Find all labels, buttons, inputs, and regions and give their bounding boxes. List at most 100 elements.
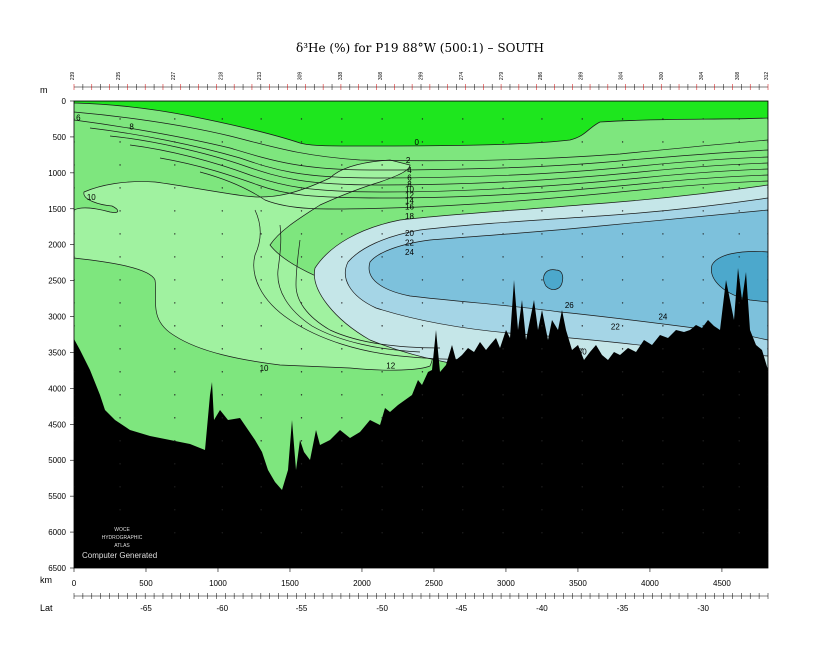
sample-dot [300,486,303,488]
sample-dot [119,279,121,281]
sample-dot [738,486,740,488]
sample-dot [581,394,583,396]
sample-dot [221,509,224,511]
y-tick-label: 5500 [48,492,66,501]
sample-dot [702,348,704,350]
sample-dot [300,325,303,327]
sample-dot [341,486,343,488]
sample-dot [341,394,343,396]
sample-dot [260,463,262,465]
sample-dot [621,210,624,212]
station-label: 218 [218,72,224,81]
sample-dot [702,141,704,143]
sample-dot [702,532,704,534]
sample-dot [341,348,343,350]
sample-dot [421,302,424,304]
sample-dot [119,371,121,373]
sample-dot [662,348,664,350]
sample-dot [119,256,121,258]
sample-dot [702,279,704,281]
sample-dot [702,302,704,304]
sample-dot [662,325,664,327]
station-label: 289 [578,72,584,81]
sample-dot [300,440,303,442]
sample-dot [581,440,583,442]
sample-dot [341,509,343,511]
station-axis: 239 235 227 218 213 309 338 308 299 274 279 286 289 3… [70,72,770,90]
sample-dot [462,118,464,120]
contour-label: 26 [565,301,574,310]
sample-dot [300,371,303,373]
lat-tick-label: -60 [217,604,229,613]
sample-dot [662,233,664,235]
sample-dot [221,210,224,212]
sample-dot [119,210,121,212]
sample-dot [260,141,262,143]
sample-dot [421,279,424,281]
sample-dot [541,325,543,327]
station-label: 274 [459,72,465,81]
sample-dot [702,325,704,327]
sample-dot [662,210,664,212]
lat-tick-label: -65 [140,604,152,613]
sample-dot [702,118,704,120]
sample-dot [462,348,464,350]
sample-dot [174,486,176,488]
contour-label: 16 [405,202,414,211]
lat-axis-label: Lat [40,603,53,613]
sample-dot [421,164,424,166]
sample-dot [662,440,664,442]
sample-dot [300,164,303,166]
station-label: 279 [499,72,505,81]
station-label: 213 [257,72,263,81]
sample-dot [502,532,504,534]
sample-dot [502,279,504,281]
lat-tick-label: -35 [617,604,629,613]
sample-dot [502,417,504,419]
sample-dot [738,118,740,120]
sample-dot [119,486,121,488]
y-tick-label: 3500 [48,348,66,357]
station-label: 308 [378,72,384,81]
sample-dot [581,279,583,281]
sample-dot [119,164,121,166]
sample-dot [260,509,262,511]
sample-dot [621,394,624,396]
sample-dot [341,325,343,327]
y-tick-label: 6500 [48,564,66,573]
sample-dot [421,394,424,396]
sample-dot [119,417,121,419]
sample-dot [341,233,343,235]
sample-dot [621,279,624,281]
sample-dot [174,394,176,396]
sample-dot [502,302,504,304]
sample-dot [738,187,740,189]
contour-label: 24 [405,248,414,257]
sample-dot [421,210,424,212]
sample-dot [421,417,424,419]
sample-dot [502,486,504,488]
sample-dot [260,302,262,304]
contour-label: 24 [658,312,667,321]
sample-dot [621,118,624,120]
sample-dot [621,348,624,350]
sample-dot [260,417,262,419]
contour-label: 30 [578,348,587,357]
sample-dot [662,486,664,488]
x-tick-label: 2000 [353,579,371,588]
sample-dot [421,348,424,350]
sample-dot [502,371,504,373]
x-tick-label: 1000 [209,579,227,588]
sample-dot [119,348,121,350]
sample-dot [421,118,424,120]
sample-dot [581,233,583,235]
y-tick-label: 500 [53,133,67,142]
sample-dot [502,233,504,235]
sample-dot [462,371,464,373]
sample-dot [541,302,543,304]
sample-dot [381,187,383,189]
sample-dot [260,348,262,350]
sample-dot [662,141,664,143]
station-label: 300 [659,72,665,81]
sample-dot [662,532,664,534]
